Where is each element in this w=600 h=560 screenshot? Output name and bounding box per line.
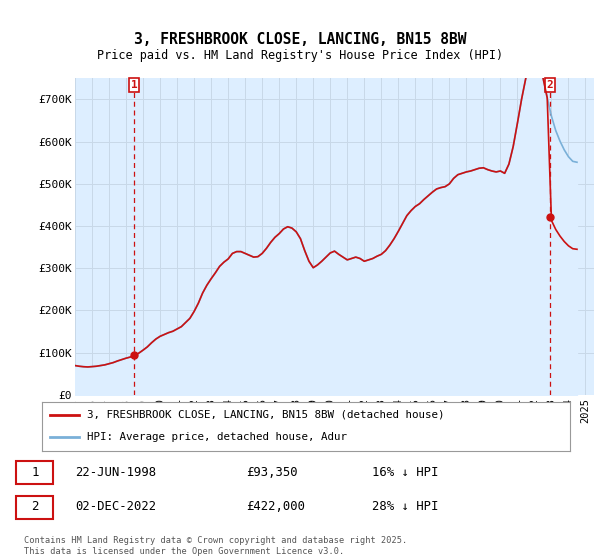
Text: 1: 1 bbox=[31, 465, 38, 479]
Text: £422,000: £422,000 bbox=[246, 501, 305, 514]
Text: Price paid vs. HM Land Registry's House Price Index (HPI): Price paid vs. HM Land Registry's House … bbox=[97, 49, 503, 62]
Text: 28% ↓ HPI: 28% ↓ HPI bbox=[372, 501, 439, 514]
Text: 2: 2 bbox=[547, 80, 553, 90]
Text: 3, FRESHBROOK CLOSE, LANCING, BN15 8BW (detached house): 3, FRESHBROOK CLOSE, LANCING, BN15 8BW (… bbox=[87, 410, 445, 420]
FancyBboxPatch shape bbox=[16, 496, 53, 519]
Text: HPI: Average price, detached house, Adur: HPI: Average price, detached house, Adur bbox=[87, 432, 347, 442]
Text: 3, FRESHBROOK CLOSE, LANCING, BN15 8BW: 3, FRESHBROOK CLOSE, LANCING, BN15 8BW bbox=[134, 32, 466, 48]
Text: 1: 1 bbox=[131, 80, 137, 90]
FancyBboxPatch shape bbox=[16, 461, 53, 484]
Text: 02-DEC-2022: 02-DEC-2022 bbox=[75, 501, 156, 514]
Text: 2: 2 bbox=[31, 501, 38, 514]
Text: £93,350: £93,350 bbox=[246, 465, 298, 479]
Text: 16% ↓ HPI: 16% ↓ HPI bbox=[372, 465, 439, 479]
Text: Contains HM Land Registry data © Crown copyright and database right 2025.
This d: Contains HM Land Registry data © Crown c… bbox=[24, 536, 407, 556]
Text: 22-JUN-1998: 22-JUN-1998 bbox=[75, 465, 156, 479]
